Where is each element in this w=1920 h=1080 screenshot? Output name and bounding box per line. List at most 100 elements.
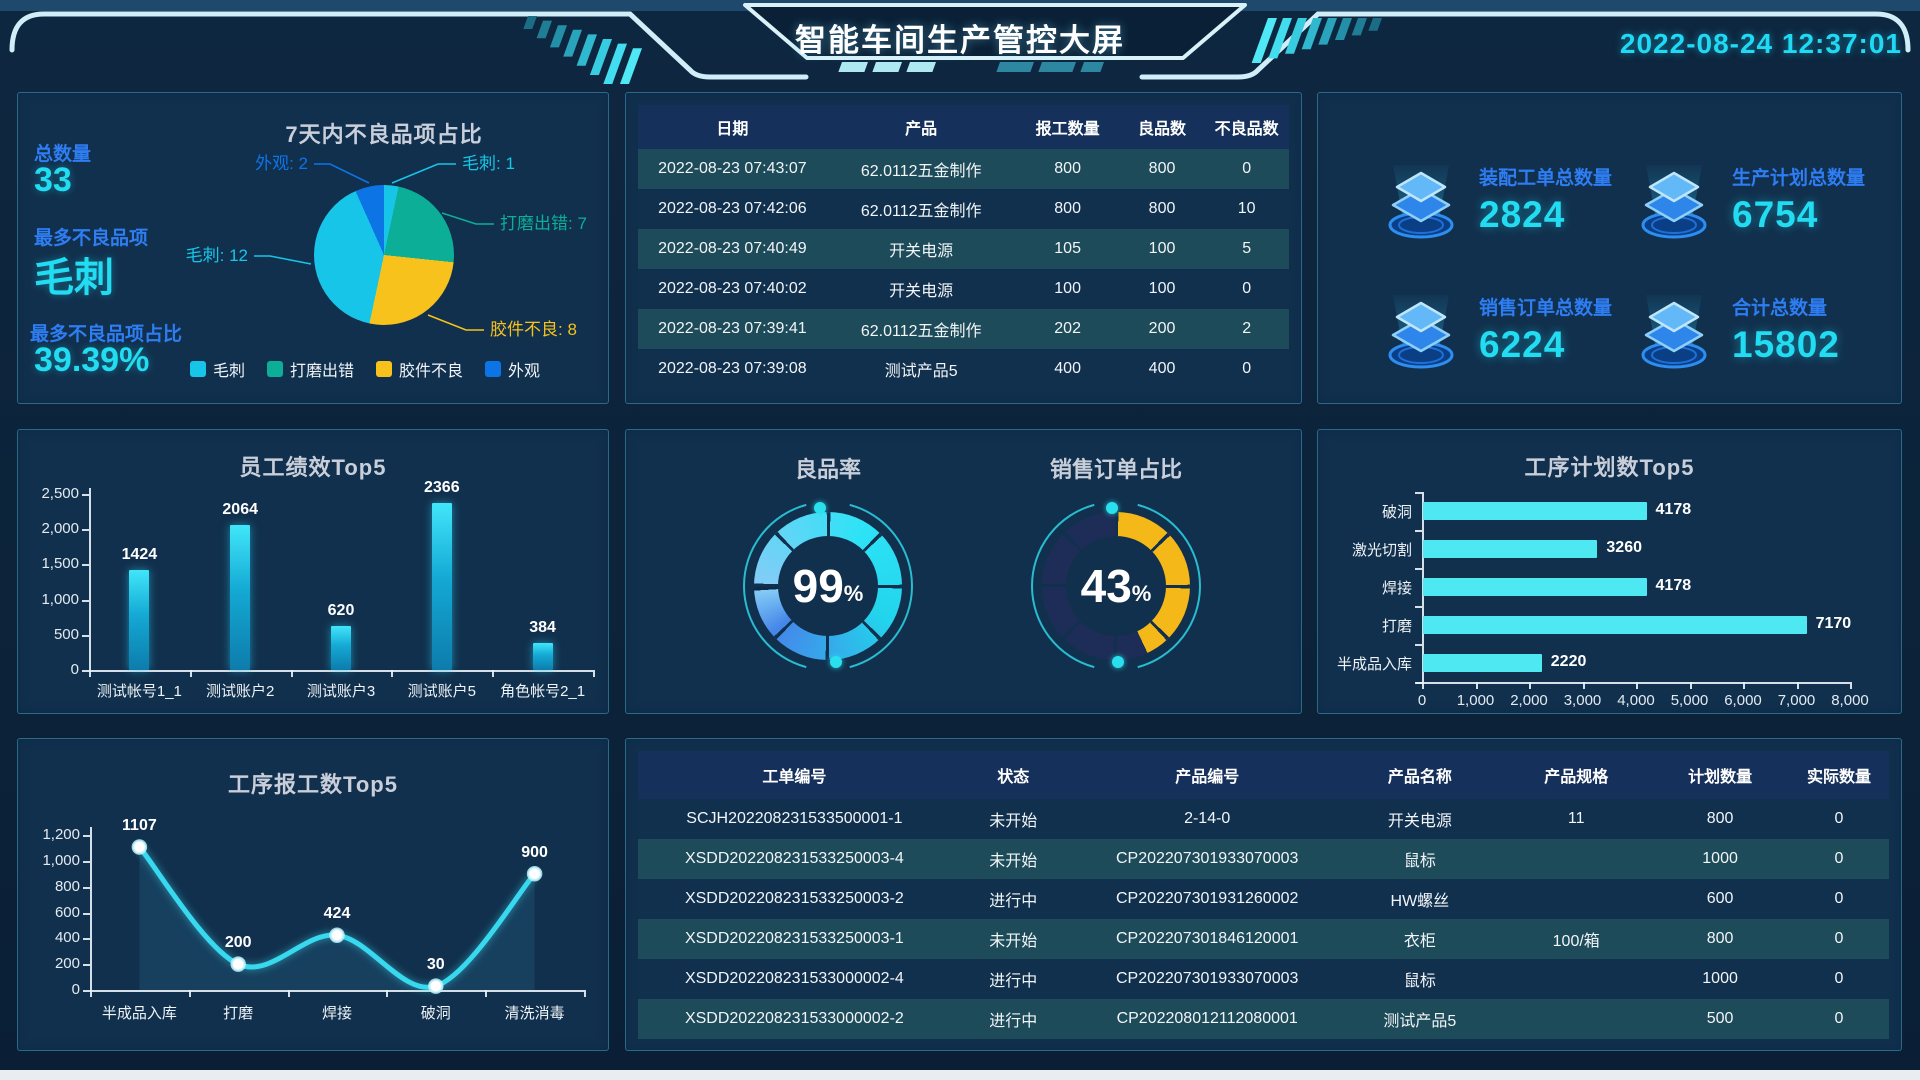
work-report-table: 日期 产品 报工数量 良品数 不良品数 2022-08-23 07:43:07 62.011… [638,105,1289,389]
employee-performance-bar-chart: 0 500 1,000 1,500 2,000 2,500 1424 测试帐号1_1 2064 测… [18,430,608,713]
svg-text:毛刺: 1: 毛刺: 1 [462,154,515,173]
x-tick [1582,682,1585,689]
x-tick-label: 8,000 [1831,692,1869,709]
table-cell: 800 [1015,149,1120,189]
x-tick [584,990,586,997]
sales-order-gauge: 销售订单占比 43% [976,430,1256,715]
y-tick [1415,568,1422,570]
bar-value-label: 4178 [1655,501,1692,518]
defect-ratio-panel: 7天内不良品项占比 总数量 33 最多不良品项 毛刺 最多不良品项占比 39.3… [17,92,609,404]
x-axis [1416,682,1850,684]
table-cell: XSDD202208231533250003-1 [638,919,951,959]
y-tick-label: 200 [54,955,80,973]
panel-title: 工序计划数Top5 [1524,455,1695,480]
y-tick-label: 600 [54,903,80,921]
table-cell: 0 [1788,999,1889,1039]
gauge-ring: 43% [1042,512,1190,660]
table-cell: XSDD202208231533250003-4 [638,839,951,879]
y-category-label: 破洞 [1381,504,1412,521]
column-header: 报工数量 [1015,105,1120,149]
table-row: 2022-08-23 07:39:41 62.0112五金制作 202 200 2 [638,309,1289,349]
gauge-dot-bottom [830,656,842,668]
process-plan-hbar-chart: 0 1,000 2,000 3,000 4,000 5,000 6,000 7,000 8,00… [1318,430,1901,713]
stacked-layers-icon [1626,159,1722,252]
clock: 2022-08-24 12:37:01 [1619,28,1902,59]
table-cell: 0 [1834,890,1844,907]
table-cell: CP202207301933070003 [1075,839,1339,879]
x-category-label: 测试账户3 [306,683,376,700]
table-cell: XSDD202208231533000002-4 [684,970,904,987]
column-header: 工单编号 [638,751,951,799]
totals-panel: 装配工单总数量 2824 生产计划总数量 6754 销售订单总数量 6224 合… [1317,92,1902,404]
x-axis [89,670,593,672]
table-cell: 未开始 [950,839,1076,879]
table-cell: 100 [1148,280,1176,297]
bar [1423,578,1647,596]
stat-label-top-defect: 最多不良品项 [34,228,149,249]
y-tick [82,670,89,672]
stat-value-total: 33 [34,161,72,199]
x-tick [90,990,92,997]
process-report-line-chart: 0 200 400 600 800 1,000 1,200 1107 200 424 30 900 半成… [18,739,608,1050]
x-tick [391,670,394,677]
x-tick [1422,682,1424,689]
bar [331,626,351,670]
table-cell: 0 [1834,810,1844,827]
gauge-value: 43 [1080,560,1132,612]
stat-value-top-defect: 毛刺 [34,256,114,300]
table-cell: 开关电源 [889,283,954,300]
x-tick [1689,682,1692,689]
table-cell: 2022-08-23 07:42:06 [658,200,807,217]
y-tick [83,938,90,941]
bar [1423,616,1807,634]
point-value-label: 424 [323,905,351,923]
table-row: SCJH202208231533500001-1 未开始 2-14-0 开关电源 11 8… [638,799,1889,839]
employee-performance-panel: 员工绩效Top5 0 500 1,000 1,500 2,000 2,500 1424 测试帐… [17,429,609,714]
table-row: 2022-08-23 07:40:02 开关电源 100 100 0 [638,269,1289,309]
table-row: XSDD202208231533250003-1 未开始 CP20220730184… [638,919,1889,959]
y-tick [1415,682,1422,684]
y-category-label: 激光切割 [1351,542,1412,559]
x-axis [90,990,584,992]
column-header: 产品 [826,105,1016,149]
table-cell: 进行中 [950,999,1076,1039]
table-cell [1501,999,1652,1039]
y-tick [1415,606,1422,608]
table-cell: 测试产品5 [1338,999,1502,1039]
table-cell: 进行中 [989,973,1038,990]
y-tick-label: 1,500 [41,555,79,573]
legend-item: 外观 [485,357,540,381]
x-tick [189,670,192,677]
bar [1423,502,1647,520]
svg-text:外观: 2: 外观: 2 [255,154,308,173]
bar-value-label: 7170 [1815,615,1852,632]
legend-swatch [376,361,392,377]
table-cell: 0 [1242,360,1252,377]
header-decor-graphic [0,0,1920,84]
stat-card-label: 合计总数量 [1732,298,1828,319]
y-axis [89,488,91,670]
legend-item: 打磨出错 [266,357,354,381]
y-category-label: 打磨 [1381,618,1412,635]
point-value-label: 200 [224,934,252,952]
table-cell: 62.0112五金制作 [860,203,982,220]
gauge-center: 43% [1066,536,1166,636]
point-value-label: 30 [426,956,445,974]
process-report-panel: 工序报工数Top5 0 200 400 600 800 1,000 1,200 1107 200… [17,738,609,1051]
y-tick-label: 0 [70,661,79,678]
stat-card-label: 装配工单总数量 [1479,168,1613,189]
table-cell: 800 [1148,200,1176,217]
table-cell: 测试产品5 [884,363,958,380]
table-cell: 鼠标 [1403,973,1436,990]
table-cell: 5 [1204,229,1289,269]
x-category-label: 打磨 [223,1005,254,1022]
x-category-label: 角色帐号2_1 [500,683,586,700]
x-tick [1743,682,1745,689]
page-title: 智能车间生产管控大屏 [795,23,1125,58]
bar-value-label: 620 [327,602,355,620]
column-header: 计划数量 [1651,751,1789,799]
column-header: 良品数 [1119,105,1205,149]
y-tick [82,599,89,602]
y-tick [83,912,90,915]
